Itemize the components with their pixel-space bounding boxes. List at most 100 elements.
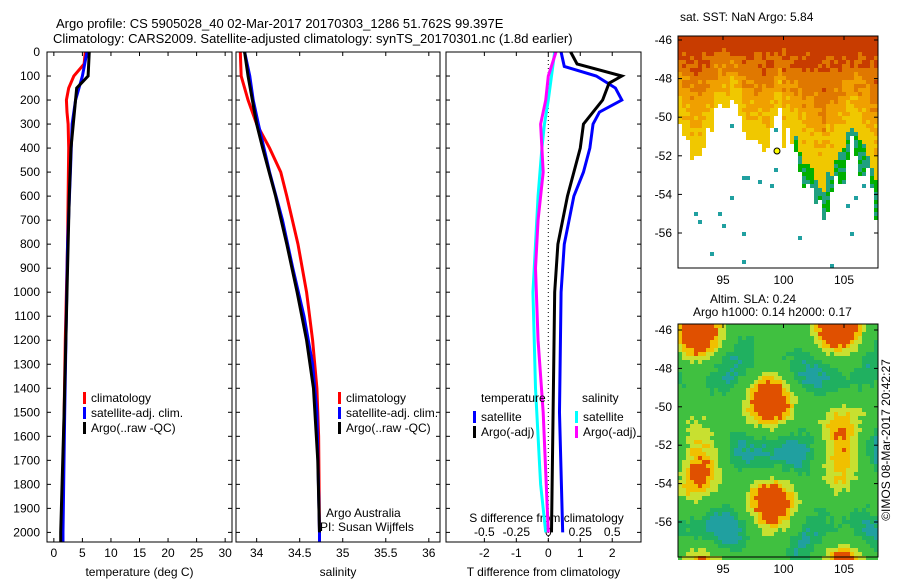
map-cell — [814, 364, 818, 368]
map-cell — [734, 536, 738, 540]
map-cell — [798, 544, 802, 548]
map-cell — [706, 548, 710, 552]
map-cell — [834, 476, 838, 480]
map-cell — [698, 552, 702, 556]
credit-institution: Argo Australia — [326, 506, 401, 520]
map-cell — [818, 512, 822, 516]
map-cell — [738, 336, 742, 340]
map-cell — [858, 84, 862, 88]
map-cell — [802, 64, 806, 68]
map-cell — [866, 140, 870, 144]
map-cell — [782, 140, 786, 144]
map-cell — [710, 40, 714, 44]
map-cell — [870, 64, 874, 68]
map-cell — [682, 384, 686, 388]
map-cell — [794, 40, 798, 44]
map-cell — [742, 52, 746, 56]
map-cell — [770, 72, 774, 76]
map-cell — [682, 504, 686, 508]
map-cell — [702, 524, 706, 528]
map-cell — [714, 100, 718, 104]
map-cell — [710, 72, 714, 76]
map-cell — [810, 368, 814, 372]
map-cell — [838, 408, 842, 412]
map-cell — [826, 196, 830, 200]
map-cell — [726, 436, 730, 440]
map-cell — [838, 400, 842, 404]
map-cell — [874, 364, 878, 368]
map-cell — [690, 416, 694, 420]
map-cell — [702, 68, 706, 72]
map-cell — [682, 108, 686, 112]
map-cell — [726, 424, 730, 428]
map-cell — [722, 436, 726, 440]
map-cell — [826, 516, 830, 520]
map-cell — [842, 484, 846, 488]
map-cell — [810, 328, 814, 332]
map-cell — [686, 540, 690, 544]
map-cell — [822, 392, 826, 396]
map-cell — [810, 488, 814, 492]
map-cell — [846, 420, 850, 424]
map-cell — [858, 108, 862, 112]
map-cell — [854, 336, 858, 340]
map-cell — [718, 544, 722, 548]
map-cell — [778, 344, 782, 348]
map-cell — [746, 376, 750, 380]
map-cell — [718, 44, 722, 48]
map-cell — [866, 76, 870, 80]
map-cell — [854, 428, 858, 432]
map-cell — [782, 548, 786, 552]
map-cell — [710, 328, 714, 332]
map-cell — [738, 488, 742, 492]
map-cell — [870, 128, 874, 132]
map-cell — [718, 60, 722, 64]
map-cell — [842, 464, 846, 468]
map-cell — [802, 448, 806, 452]
map-cell — [822, 552, 826, 556]
map-cell — [810, 144, 814, 148]
map-cell — [814, 540, 818, 544]
map-cell — [714, 376, 718, 380]
map-cell — [738, 372, 742, 376]
map-cell — [842, 112, 846, 116]
map-cell — [870, 428, 874, 432]
map-cell — [810, 520, 814, 524]
map-cell — [778, 432, 782, 436]
map-cell — [770, 460, 774, 464]
map-cell — [746, 360, 750, 364]
map-cell — [826, 408, 830, 412]
map-cell — [746, 124, 750, 128]
map-cell — [826, 52, 830, 56]
map-cell — [746, 396, 750, 400]
map-cell — [870, 184, 874, 188]
map-cell — [838, 532, 842, 536]
map-cell — [846, 76, 850, 80]
map-cell — [858, 360, 862, 364]
map-cell — [810, 324, 814, 328]
map-cell — [734, 464, 738, 468]
map-cell — [818, 388, 822, 392]
map-cell — [742, 508, 746, 512]
map-cell — [710, 396, 714, 400]
map-cell — [710, 528, 714, 532]
map-cell — [758, 340, 762, 344]
map-cell — [802, 68, 806, 72]
map-cell — [802, 48, 806, 52]
map-cell — [734, 96, 738, 100]
map-cell — [802, 132, 806, 136]
map-cell — [706, 348, 710, 352]
map-cell — [782, 480, 786, 484]
map-cell — [730, 504, 734, 508]
map-cell — [854, 52, 858, 56]
map-cell — [854, 408, 858, 412]
map-cell — [694, 120, 698, 124]
map-cell — [838, 544, 842, 548]
map-cell — [778, 388, 782, 392]
map-cell — [802, 324, 806, 328]
map-cell — [826, 448, 830, 452]
map-cell — [686, 36, 690, 40]
map-cell — [690, 48, 694, 52]
map-cell — [730, 452, 734, 456]
map-cell — [742, 528, 746, 532]
